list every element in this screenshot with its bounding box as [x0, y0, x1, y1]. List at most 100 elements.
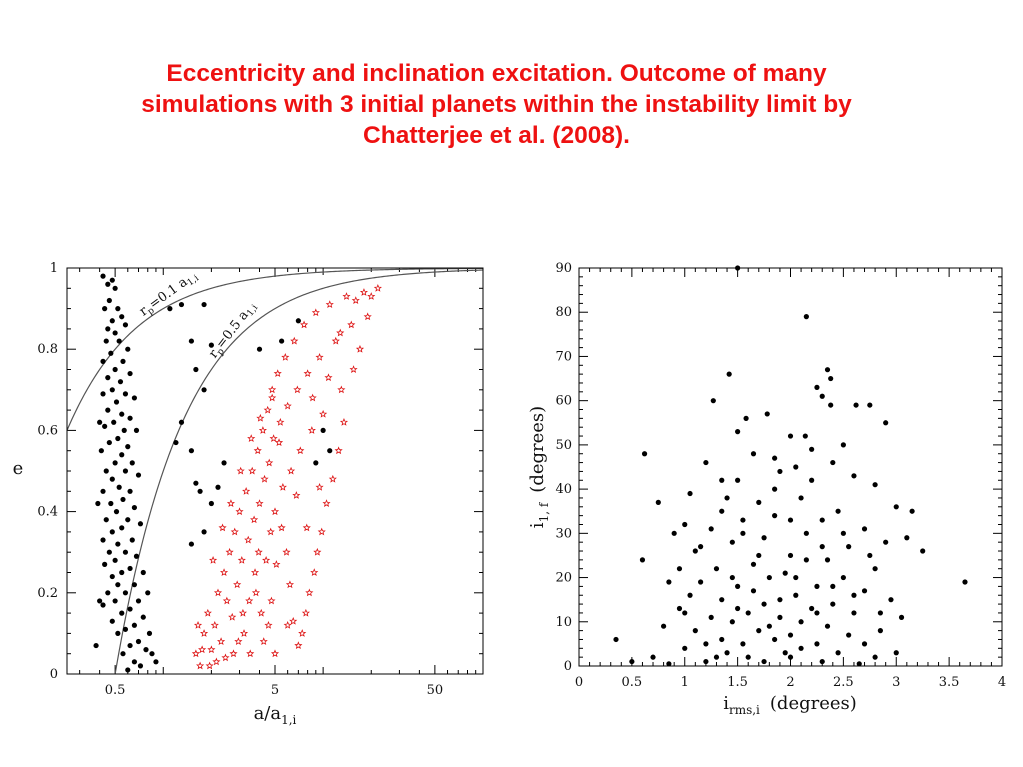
eccentricity-scatter-plot: 0 0.2 0.4 0.6 0.8 1 0.5 5 50 rp=0.1 a1,irp=0.5 a… [13, 261, 484, 727]
right-dot-point [719, 477, 725, 483]
left-dot-point [113, 509, 120, 515]
left-star-point [253, 446, 262, 455]
right-dot-point [703, 658, 709, 665]
left-star-point [238, 608, 247, 617]
right-dot-point [803, 314, 809, 320]
left-dot-point [100, 358, 106, 364]
left-star-point [311, 308, 320, 317]
right-dot-point [872, 566, 878, 572]
right-xlabel-rest: (degrees) [770, 693, 857, 714]
right-dot-point [830, 583, 836, 589]
left-dot-point [135, 472, 142, 478]
right-dot-point [819, 393, 825, 399]
left-star-point [239, 629, 249, 637]
right-dot-point [872, 654, 878, 660]
right-dot-point [819, 544, 825, 550]
right-dot-point [682, 645, 688, 651]
right-dot-point [861, 641, 868, 647]
right-dot-point [698, 544, 704, 550]
left-dot-point [137, 663, 144, 669]
right-dot-point [835, 650, 841, 656]
right-data-points [613, 265, 968, 667]
right-dot-point [713, 654, 720, 660]
right-xlabel: irms,i (degrees) [723, 693, 857, 717]
left-dot-point [131, 622, 138, 628]
right-dot-point [613, 636, 619, 643]
left-star-point [236, 466, 245, 475]
left-star-point [315, 482, 324, 491]
left-dot-point [135, 638, 142, 645]
left-ytick-label: 0.4 [37, 505, 58, 520]
right-ytick-label: 30 [555, 526, 572, 541]
left-star-point [347, 320, 356, 329]
slide-title: Eccentricity and inclination excitation.… [40, 58, 953, 151]
left-dot-point [129, 460, 135, 466]
left-data-points [93, 273, 382, 673]
right-dot-point [835, 508, 841, 514]
left-dot-point [93, 642, 99, 649]
left-star-point [250, 515, 259, 524]
left-dot-point [131, 395, 138, 401]
left-dot-point [127, 488, 133, 494]
left-dot-point [112, 330, 118, 336]
right-dot-point [787, 517, 794, 523]
right-dot-point [740, 530, 746, 536]
left-dot-point [131, 582, 138, 588]
left-dot-point [320, 427, 326, 433]
right-dot-point [853, 402, 859, 408]
left-dot-point [173, 439, 179, 446]
right-dot-point [861, 588, 868, 594]
right-dot-point [766, 623, 772, 629]
right-dot-point [793, 464, 799, 470]
left-star-point [212, 657, 221, 666]
right-dot-point [740, 517, 746, 523]
right-dot-point [830, 459, 836, 466]
left-star-point [246, 649, 255, 658]
left-star-point [290, 336, 299, 345]
left-dot-point [208, 500, 214, 507]
right-xtick-label: 0.5 [622, 675, 643, 690]
right-dot-point [639, 557, 646, 563]
left-dot-point [121, 427, 127, 433]
left-star-point [262, 556, 271, 564]
right-dot-point [641, 451, 648, 457]
right-dot-point [756, 499, 762, 505]
right-dot-point [756, 552, 762, 559]
left-dot-point [120, 651, 126, 657]
left-dot-point [188, 448, 195, 454]
left-dot-point [105, 590, 111, 596]
left-star-point [256, 413, 265, 422]
left-star-point [292, 491, 301, 499]
right-dot-point [687, 490, 693, 497]
left-star-point [278, 482, 287, 491]
right-dot-point [772, 513, 778, 519]
left-dot-point [193, 480, 199, 486]
left-dot-point [119, 569, 125, 576]
left-star-point [325, 300, 334, 309]
right-ylabel: i1, f (degrees) [527, 406, 551, 528]
left-dot-point [193, 366, 199, 373]
left-dot-point [109, 529, 115, 535]
left-star-point [268, 385, 277, 394]
left-dot-point [122, 322, 129, 328]
right-dot-point [909, 508, 915, 514]
right-dot-point [719, 636, 725, 643]
left-star-point [255, 499, 264, 507]
left-dot-point [115, 630, 121, 636]
left-star-point [328, 474, 337, 483]
right-dot-point [856, 661, 862, 667]
right-dot-point [888, 597, 894, 603]
right-dot-point [920, 548, 926, 554]
left-star-point [276, 417, 285, 426]
left-dot-point [127, 606, 133, 612]
right-dot-point [814, 610, 820, 616]
left-star-point [293, 385, 302, 394]
left-dot-point [215, 484, 221, 490]
right-dot-point [787, 433, 794, 439]
right-ytick-label: 10 [555, 615, 572, 630]
left-star-point [221, 653, 230, 662]
left-star-point [267, 596, 276, 605]
left-dot-point [115, 306, 121, 312]
right-dot-point [726, 371, 732, 377]
left-dot-point [105, 375, 111, 381]
